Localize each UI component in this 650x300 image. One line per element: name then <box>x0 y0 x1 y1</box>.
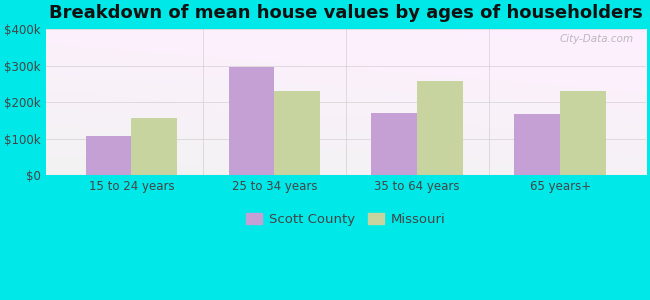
Bar <box>86 136 131 176</box>
Bar <box>371 112 417 176</box>
Title: Breakdown of mean house values by ages of householders: Breakdown of mean house values by ages o… <box>49 4 643 22</box>
Bar <box>417 81 463 176</box>
Bar <box>229 67 274 176</box>
Text: City-Data.com: City-Data.com <box>560 34 634 44</box>
Bar <box>560 92 606 176</box>
Bar <box>514 114 560 176</box>
Bar <box>131 118 177 176</box>
Legend: Scott County, Missouri: Scott County, Missouri <box>242 209 449 230</box>
Bar <box>274 92 320 176</box>
